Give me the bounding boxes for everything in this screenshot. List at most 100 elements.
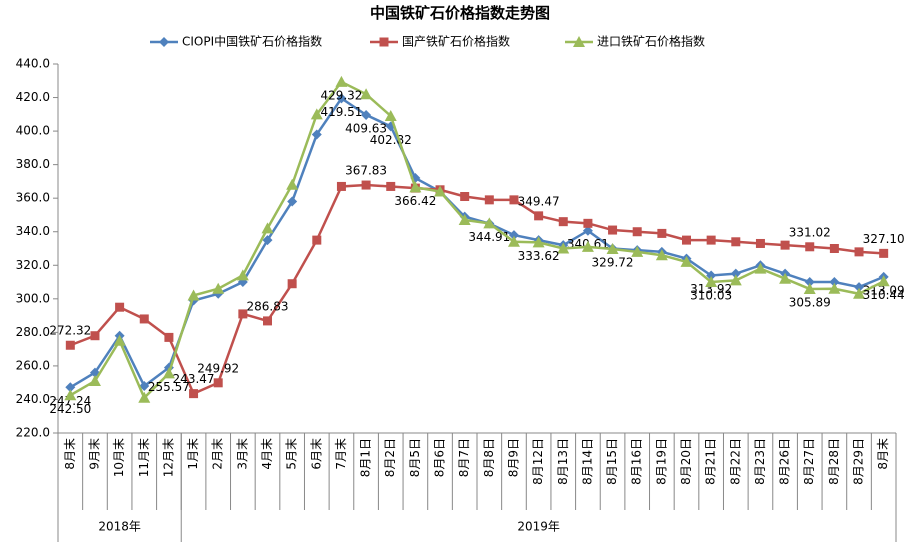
marker	[164, 332, 174, 342]
x-tick-label: 8月21日	[704, 438, 718, 485]
marker	[336, 93, 347, 104]
marker	[508, 230, 519, 241]
data-label: 305.89	[789, 295, 831, 309]
marker	[138, 391, 151, 403]
marker	[361, 180, 371, 190]
marker	[680, 255, 693, 267]
marker	[829, 244, 839, 253]
marker	[879, 248, 889, 258]
data-label: 242.50	[49, 402, 91, 416]
x-tick-label: 9月末	[87, 438, 101, 470]
y-tick-label: 440.0	[16, 57, 50, 71]
data-label: 367.83	[345, 164, 387, 178]
y-tick-label: 400.0	[16, 124, 50, 138]
marker	[384, 109, 397, 121]
marker	[657, 228, 667, 238]
marker	[64, 389, 77, 401]
marker	[828, 282, 841, 294]
x-tick-label: 8月23日	[753, 438, 767, 485]
marker	[509, 195, 519, 205]
y-tick-label: 340.0	[16, 224, 50, 238]
x-tick-label: 8月28日	[827, 438, 841, 485]
marker	[458, 213, 471, 225]
marker	[335, 75, 348, 87]
data-label: 286.83	[247, 299, 289, 313]
data-label: 409.63	[345, 121, 387, 135]
marker	[386, 181, 396, 191]
marker	[187, 289, 200, 301]
marker	[532, 236, 545, 248]
marker	[483, 217, 496, 229]
marker	[90, 331, 100, 341]
marker	[805, 242, 815, 252]
data-label: 344.91	[468, 230, 510, 244]
marker	[460, 192, 470, 202]
marker	[730, 268, 741, 279]
marker	[829, 277, 840, 288]
marker	[631, 245, 644, 257]
marker	[803, 282, 816, 294]
marker	[113, 334, 126, 346]
x-tick-label: 8月27日	[802, 438, 816, 485]
marker	[754, 262, 767, 274]
marker	[755, 238, 765, 248]
group-label: 2018年	[98, 520, 141, 534]
series-line	[69, 80, 885, 400]
marker	[189, 389, 199, 399]
legend-label: 国产铁矿石价格指数	[402, 34, 510, 49]
data-label: 429.32	[320, 88, 362, 102]
marker	[706, 270, 717, 281]
y-tick-label: 280.0	[16, 325, 50, 339]
marker	[311, 129, 322, 140]
marker	[434, 185, 447, 197]
x-tick-label: 8月1日	[359, 438, 373, 477]
x-tick-label: 8月5日	[408, 438, 422, 477]
marker	[263, 316, 272, 326]
marker	[238, 309, 248, 319]
marker	[212, 282, 225, 294]
x-tick-label: 8月8日	[482, 438, 496, 477]
marker	[729, 274, 742, 286]
marker	[65, 382, 76, 393]
x-tick-label: 8月15日	[605, 438, 619, 485]
marker	[379, 37, 389, 47]
marker	[655, 249, 668, 261]
x-tick-label: 3月末	[235, 438, 249, 470]
legend-label: 进口铁矿石价格指数	[597, 34, 705, 49]
marker	[608, 225, 618, 235]
y-tick-label: 240.0	[16, 392, 50, 406]
data-label: 272.32	[49, 324, 91, 338]
marker	[361, 109, 372, 120]
data-label: 349.47	[518, 194, 560, 208]
data-label: 327.10	[863, 232, 905, 246]
marker	[731, 237, 741, 247]
marker	[139, 381, 150, 392]
marker	[632, 227, 642, 237]
series-line	[69, 183, 884, 396]
data-label: 366.42	[394, 194, 436, 208]
marker	[581, 240, 594, 252]
marker	[360, 88, 373, 100]
marker	[287, 196, 298, 207]
data-label: 249.92	[197, 361, 239, 375]
series-line	[69, 96, 885, 389]
y-tick-label: 360.0	[16, 191, 50, 205]
x-tick-label: 8月22日	[728, 438, 742, 485]
y-tick-label: 320.0	[16, 258, 50, 272]
x-tick-label: 8月12日	[531, 438, 545, 485]
data-label: 310.03	[690, 288, 732, 302]
x-tick-label: 12月末	[161, 438, 175, 477]
x-tick-label: 6月末	[309, 438, 323, 470]
marker	[853, 287, 866, 299]
marker	[558, 217, 568, 227]
marker	[65, 340, 75, 350]
data-label: 310.44	[863, 288, 905, 302]
marker	[115, 302, 125, 312]
x-tick-label: 8月末	[63, 438, 77, 470]
y-tick-label: 380.0	[16, 157, 50, 171]
marker	[854, 247, 864, 257]
chart-title: 中国铁矿石价格指数走势图	[370, 4, 550, 22]
y-tick-label: 420.0	[16, 90, 50, 104]
marker	[582, 225, 593, 236]
x-tick-label: 8月2日	[383, 438, 397, 477]
